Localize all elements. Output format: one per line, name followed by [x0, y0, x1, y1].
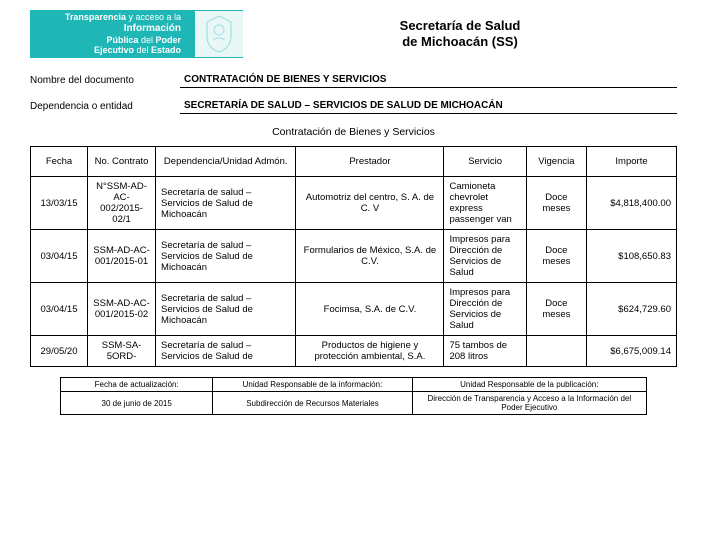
meta-doc-value: CONTRATACIÓN DE BIENES Y SERVICIOS [180, 72, 677, 88]
org-title: Secretaría de Salud de Michoacán (SS) [243, 10, 677, 58]
cell-contrato: SSM-AD-AC-001/2015-01 [88, 230, 156, 283]
section-title: Contratación de Bienes y Servicios [0, 126, 707, 138]
cell-fecha: 13/03/15 [31, 177, 88, 230]
org-title-line2: de Michoacán (SS) [402, 34, 518, 50]
table-row: 13/03/15 N°SSM-AD-AC-002/2015-02/1 Secre… [31, 177, 677, 230]
footer-h3: Unidad Responsable de la publicación: [412, 378, 646, 392]
contracts-table: Fecha No. Contrato Dependencia/Unidad Ad… [30, 146, 677, 367]
meta-doc-label: Nombre del documento [30, 75, 180, 86]
seal-icon [203, 14, 235, 54]
seal-box [195, 10, 243, 58]
banner-line1b: y acceso a la [128, 12, 181, 22]
cell-vig: Doce meses [526, 230, 586, 283]
cell-vig: Doce meses [526, 177, 586, 230]
org-title-line1: Secretaría de Salud [400, 18, 521, 34]
cell-vig [526, 336, 586, 367]
meta-dep-label: Dependencia o entidad [30, 101, 180, 112]
cell-imp: $6,675,009.14 [587, 336, 677, 367]
cell-fecha: 03/04/15 [31, 283, 88, 336]
cell-prest: Automotriz del centro, S. A. de C. V [296, 177, 444, 230]
header-bar: Transparencia y acceso a la Información … [30, 10, 677, 58]
footer-value-row: 30 de junio de 2015 Subdirección de Recu… [61, 392, 647, 415]
cell-dep: Secretaría de salud – Servicios de Salud… [156, 283, 296, 336]
footer-h2: Unidad Responsable de la información: [213, 378, 412, 392]
meta-block: Nombre del documento CONTRATACIÓN DE BIE… [30, 72, 677, 114]
transparency-banner: Transparencia y acceso a la Información … [30, 10, 195, 58]
footer-v3: Dirección de Transparencia y Acceso a la… [412, 392, 646, 415]
banner-line4b: del [136, 45, 151, 55]
banner-line3c: Poder [155, 35, 181, 45]
cell-fecha: 03/04/15 [31, 230, 88, 283]
banner-line3a: Pública [106, 35, 141, 45]
col-fecha: Fecha [31, 147, 88, 177]
cell-prest: Formularios de México, S.A. de C.V. [296, 230, 444, 283]
footer-table: Fecha de actualización: Unidad Responsab… [60, 377, 647, 415]
footer-header-row: Fecha de actualización: Unidad Responsab… [61, 378, 647, 392]
data-table-wrap: Fecha No. Contrato Dependencia/Unidad Ad… [30, 146, 677, 367]
cell-imp: $108,650.83 [587, 230, 677, 283]
col-serv: Servicio [444, 147, 526, 177]
cell-dep: Secretaría de salud – Servicios de Salud… [156, 230, 296, 283]
footer-block: Fecha de actualización: Unidad Responsab… [60, 377, 647, 415]
cell-prest: Focimsa, S.A. de C.V. [296, 283, 444, 336]
col-vig: Vigencia [526, 147, 586, 177]
cell-dep: Secretaría de salud – Servicios de Salud… [156, 336, 296, 367]
cell-vig: Doce meses [526, 283, 586, 336]
banner-line4a: Ejecutivo [94, 45, 137, 55]
footer-h1: Fecha de actualización: [61, 378, 213, 392]
table-body: 13/03/15 N°SSM-AD-AC-002/2015-02/1 Secre… [31, 177, 677, 367]
meta-dep-value: SECRETARÍA DE SALUD – SERVICIOS DE SALUD… [180, 98, 677, 114]
table-header-row: Fecha No. Contrato Dependencia/Unidad Ad… [31, 147, 677, 177]
cell-contrato: SSM-AD-AC-001/2015-02 [88, 283, 156, 336]
banner-line4c: Estado [151, 45, 181, 55]
cell-imp: $624,729.60 [587, 283, 677, 336]
cell-contrato: SSM-SA-5ORD- [88, 336, 156, 367]
footer-v1: 30 de junio de 2015 [61, 392, 213, 415]
table-row: 03/04/15 SSM-AD-AC-001/2015-01 Secretarí… [31, 230, 677, 283]
col-imp: Importe [587, 147, 677, 177]
banner-line1a: Transparencia [65, 12, 129, 22]
meta-row-doc: Nombre del documento CONTRATACIÓN DE BIE… [30, 72, 677, 88]
cell-imp: $4,818,400.00 [587, 177, 677, 230]
meta-row-dep: Dependencia o entidad SECRETARÍA DE SALU… [30, 98, 677, 114]
cell-serv: Impresos para Dirección de Servicios de … [444, 283, 526, 336]
col-dep: Dependencia/Unidad Admón. [156, 147, 296, 177]
cell-serv: Impresos para Dirección de Servicios de … [444, 230, 526, 283]
table-row: 29/05/20 SSM-SA-5ORD- Secretaría de salu… [31, 336, 677, 367]
cell-fecha: 29/05/20 [31, 336, 88, 367]
col-contrato: No. Contrato [88, 147, 156, 177]
cell-serv: 75 tambos de 208 litros [444, 336, 526, 367]
table-row: 03/04/15 SSM-AD-AC-001/2015-02 Secretarí… [31, 283, 677, 336]
cell-dep: Secretaría de salud – Servicios de Salud… [156, 177, 296, 230]
cell-serv: Camioneta chevrolet express passenger va… [444, 177, 526, 230]
banner-line3b: del [141, 35, 156, 45]
cell-prest: Productos de higiene y protección ambien… [296, 336, 444, 367]
cell-contrato: N°SSM-AD-AC-002/2015-02/1 [88, 177, 156, 230]
col-prest: Prestador [296, 147, 444, 177]
footer-v2: Subdirección de Recursos Materiales [213, 392, 412, 415]
banner-line2: Información [60, 23, 181, 35]
